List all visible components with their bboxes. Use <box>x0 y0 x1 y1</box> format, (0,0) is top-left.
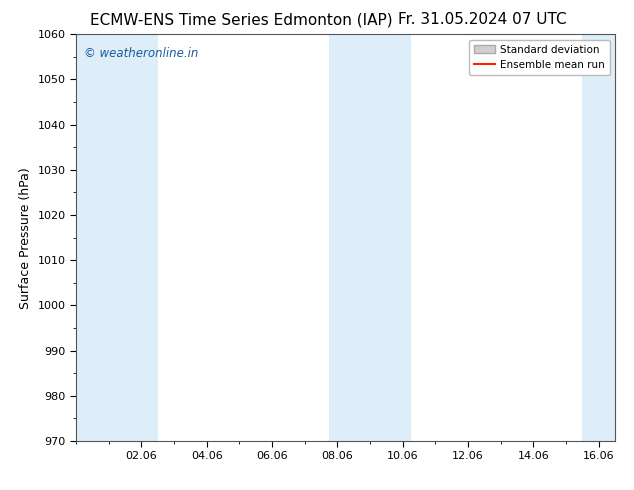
Bar <box>76 34 158 441</box>
Bar <box>582 34 615 441</box>
Y-axis label: Surface Pressure (hPa): Surface Pressure (hPa) <box>19 167 32 309</box>
Text: ECMW-ENS Time Series Edmonton (IAP): ECMW-ENS Time Series Edmonton (IAP) <box>89 12 392 27</box>
Text: © weatheronline.in: © weatheronline.in <box>84 47 198 59</box>
Text: Fr. 31.05.2024 07 UTC: Fr. 31.05.2024 07 UTC <box>398 12 566 27</box>
Bar <box>329 34 411 441</box>
Legend: Standard deviation, Ensemble mean run: Standard deviation, Ensemble mean run <box>469 40 610 75</box>
